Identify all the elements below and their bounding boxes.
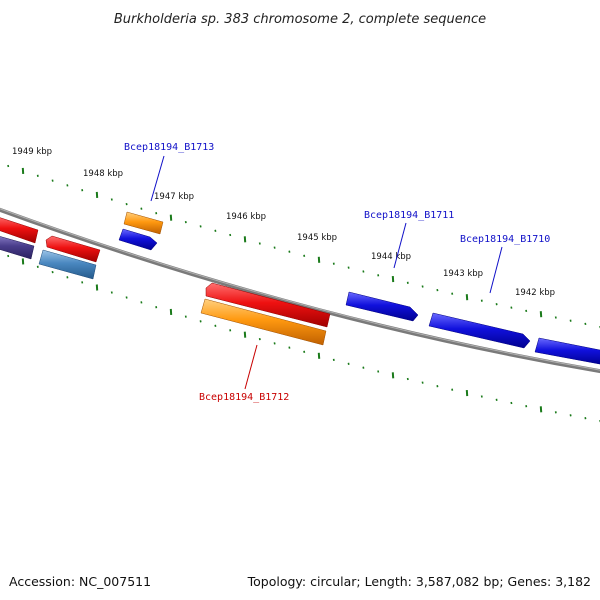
gene-feature[interactable]: [0, 235, 35, 260]
upper-tick-row: [7, 164, 600, 329]
gene-feature-b1713[interactable]: [123, 211, 164, 235]
gene-feature-b1711[interactable]: [345, 291, 419, 322]
kbp-label: 1943 kbp: [443, 269, 483, 279]
gene-feature[interactable]: [205, 282, 331, 328]
chromosome-backbone: [0, 207, 600, 374]
label-leader-b1713: [150, 155, 165, 202]
label-leader-b1710: [489, 246, 503, 294]
gene-feature[interactable]: [118, 228, 158, 251]
gene-label-b1711[interactable]: Bcep18194_B1711: [364, 210, 454, 221]
map-title: Burkholderia sp. 383 chromosome 2, compl…: [114, 12, 486, 27]
kbp-label: 1944 kbp: [371, 252, 411, 262]
kbp-label: 1947 kbp: [154, 192, 194, 202]
kbp-label-group: 1949 kbp 1948 kbp 1947 kbp 1946 kbp 1945…: [12, 147, 555, 298]
kbp-label: 1945 kbp: [297, 233, 337, 243]
gene-feature-b1710[interactable]: [428, 312, 531, 349]
gene-feature[interactable]: [38, 249, 97, 280]
gene-feature[interactable]: [0, 216, 39, 244]
label-leader-b1712: [244, 344, 258, 390]
gene-label-b1713[interactable]: Bcep18194_B1713: [124, 142, 214, 153]
kbp-label: 1942 kbp: [515, 288, 555, 298]
gene-feature[interactable]: [534, 337, 600, 365]
gene-feature[interactable]: [45, 235, 101, 263]
lower-tick-row: [7, 254, 600, 423]
accession-text: Accession: NC_007511: [9, 574, 151, 589]
gene-label-b1712[interactable]: Bcep18194_B1712: [199, 392, 289, 403]
label-leader-b1711: [393, 222, 407, 269]
kbp-label: 1946 kbp: [226, 212, 266, 222]
topology-text: Topology: circular; Length: 3,587,082 bp…: [247, 574, 591, 589]
kbp-label: 1949 kbp: [12, 147, 52, 157]
gene-label-b1710[interactable]: Bcep18194_B1710: [460, 234, 550, 245]
gene-feature-b1712[interactable]: [200, 298, 327, 346]
chromosome-backbone-highlight: [0, 208, 600, 371]
kbp-label: 1948 kbp: [83, 169, 123, 179]
